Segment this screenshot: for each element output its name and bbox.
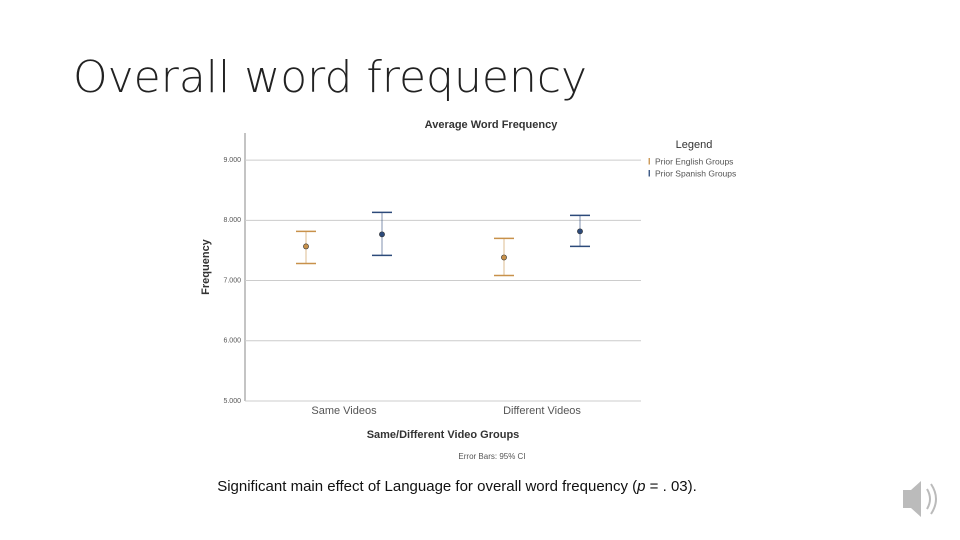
caption-italic: p bbox=[636, 478, 645, 495]
x-axis-title: Same/Different Video Groups bbox=[367, 429, 520, 441]
y-tick-label: 8.000 bbox=[223, 217, 241, 224]
point bbox=[577, 228, 583, 235]
chart-title: Average Word Frequency bbox=[425, 119, 559, 131]
caption-end: = . 03). bbox=[646, 478, 697, 495]
x-tick-label: Different Videos bbox=[503, 405, 581, 417]
point bbox=[303, 243, 309, 250]
y-tick-label: 6.000 bbox=[223, 338, 241, 345]
legend-label: Prior Spanish Groups bbox=[655, 168, 736, 178]
point bbox=[379, 231, 385, 238]
y-tick-label: 9.000 bbox=[223, 157, 241, 164]
y-axis-title: Frequency bbox=[200, 238, 212, 295]
x-tick-label: Same Videos bbox=[311, 405, 377, 417]
legend-marker: I bbox=[648, 156, 651, 166]
legend-label: Prior English Groups bbox=[655, 156, 733, 166]
speaker-icon bbox=[903, 481, 937, 517]
y-tick-label: 7.000 bbox=[223, 277, 241, 284]
slide-title: Overall word frequency bbox=[73, 52, 587, 103]
point bbox=[501, 254, 507, 261]
caption-text: Significant main effect of Language for … bbox=[217, 478, 637, 495]
chart-note: Error Bars: 95% CI bbox=[458, 452, 525, 461]
y-tick-label: 5.000 bbox=[223, 398, 241, 405]
caption: Significant main effect of Language for … bbox=[217, 478, 697, 495]
legend-title: Legend bbox=[676, 139, 713, 151]
legend-marker: I bbox=[648, 168, 651, 178]
